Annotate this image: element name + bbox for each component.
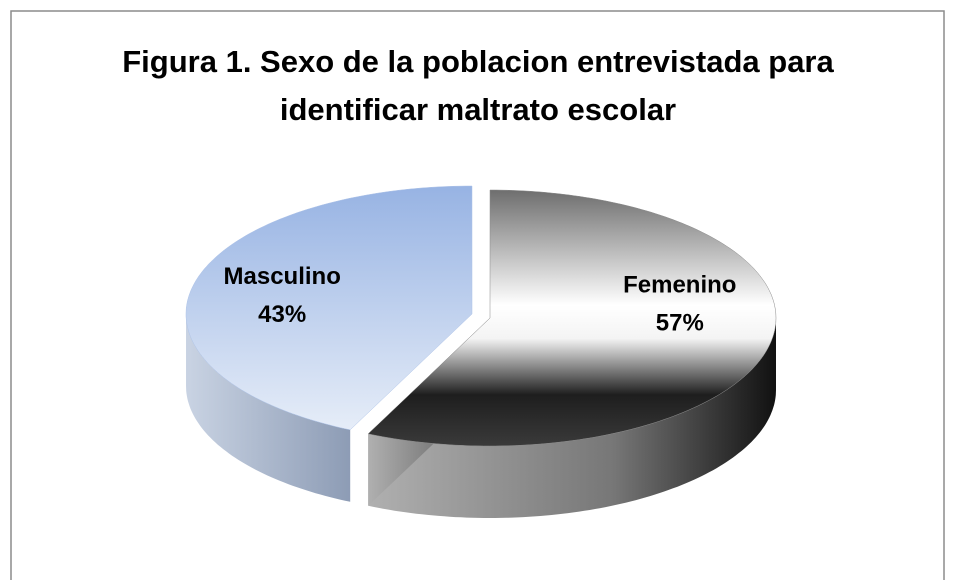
value-label: 43%: [258, 301, 306, 328]
value-label: 57%: [656, 310, 704, 337]
slice-label: Femenino: [623, 272, 736, 299]
slice: [367, 189, 777, 447]
chart-border: [10, 10, 945, 580]
slice-side: [186, 314, 351, 502]
slice-label: Masculino: [224, 263, 341, 290]
chart-title: Figura 1. Sexo de la poblacion entrevist…: [122, 44, 834, 127]
slice: [185, 185, 473, 431]
slice-side: [368, 318, 776, 518]
